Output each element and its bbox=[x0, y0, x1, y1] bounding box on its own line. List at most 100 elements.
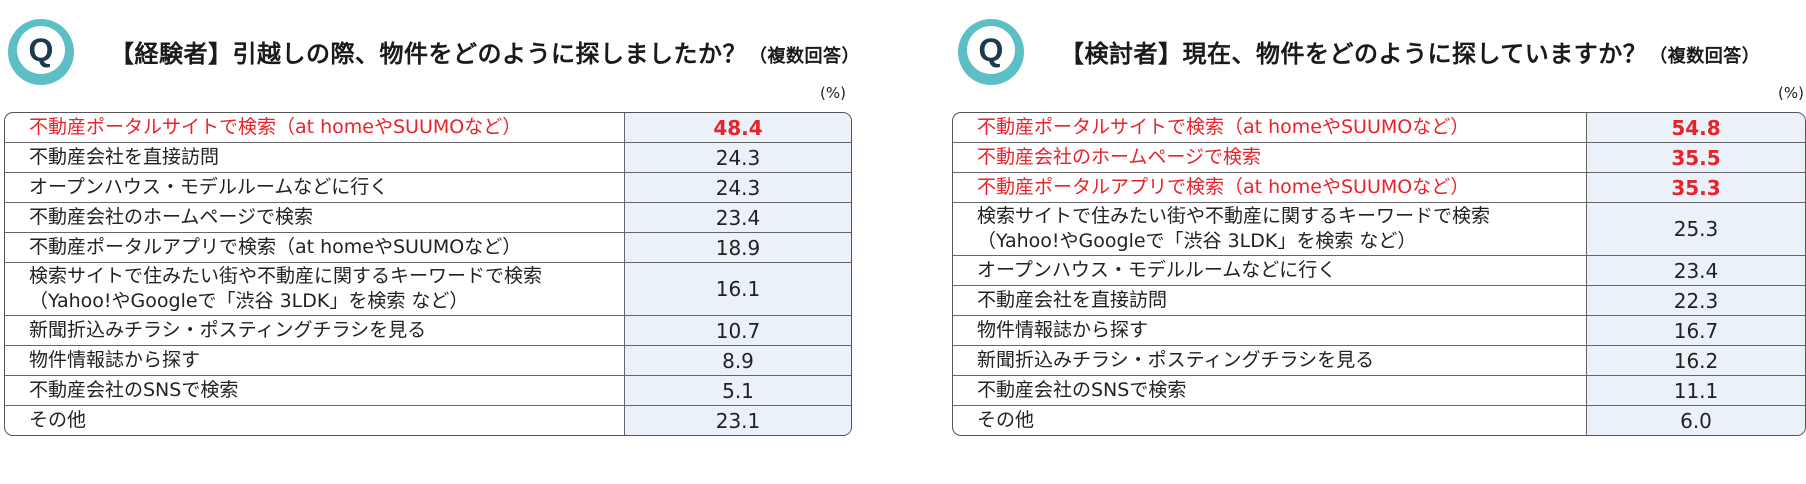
row-label: オープンハウス・モデルルームなどに行く bbox=[5, 173, 625, 202]
row-value: 24.3 bbox=[625, 173, 851, 202]
row-label-text: 不動産会社のSNSで検索 bbox=[977, 378, 1186, 403]
row-label-text: 不動産会社のホームページで検索 bbox=[29, 205, 313, 230]
row-value: 35.3 bbox=[1587, 173, 1805, 202]
row-label-line: オープンハウス・モデルルームなどに行く bbox=[29, 176, 389, 198]
chart-title-right: 【検討者】現在、物件をどのように探していますか？ （複数回答） bbox=[1060, 34, 1760, 69]
row-value: 8.9 bbox=[625, 346, 851, 375]
row-label-line: 検索サイトで住みたい街や不動産に関するキーワードで検索 bbox=[977, 205, 1491, 227]
row-label-line: 不動産ポータルアプリで検索（at homeやSUUMOなど） bbox=[977, 176, 1470, 198]
results-table-right: 不動産ポータルサイトで検索（at homeやSUUMOなど） 54.8 不動産会社の… bbox=[952, 112, 1806, 436]
row-label-text: 新聞折込みチラシ・ポスティングチラシを見る bbox=[29, 318, 426, 343]
row-value: 11.1 bbox=[1587, 376, 1805, 405]
table-row: 不動産会社のSNSで検索 5.1 bbox=[5, 375, 851, 405]
row-value: 35.5 bbox=[1587, 143, 1805, 172]
row-value: 5.1 bbox=[625, 376, 851, 405]
row-label-line: （Yahoo!やGoogleで「渋谷 3LDK」を検索 など） bbox=[29, 290, 469, 312]
row-label: 不動産会社のホームページで検索 bbox=[953, 143, 1587, 172]
row-label-text: 不動産会社を直接訪問 bbox=[29, 145, 219, 170]
q-badge-letter: Q bbox=[979, 32, 1004, 68]
chart-title-left-text: 【経験者】引越しの際、物件をどのように探しましたか？ bbox=[110, 40, 747, 68]
table-row: 不動産ポータルサイトで検索（at homeやSUUMOなど） 48.4 bbox=[5, 113, 851, 142]
row-value: 10.7 bbox=[625, 316, 851, 345]
row-label-line: 不動産ポータルアプリで検索（at homeやSUUMOなど） bbox=[29, 236, 522, 258]
row-label: その他 bbox=[5, 406, 625, 435]
row-label-line: その他 bbox=[29, 409, 87, 431]
table-row: オープンハウス・モデルルームなどに行く 23.4 bbox=[953, 255, 1805, 285]
table-row: 不動産ポータルサイトで検索（at homeやSUUMOなど） 54.8 bbox=[953, 113, 1805, 142]
row-label-text: 不動産ポータルサイトで検索（at homeやSUUMOなど） bbox=[977, 115, 1469, 140]
row-label-line: 不動産会社のSNSで検索 bbox=[29, 379, 239, 401]
row-value: 23.1 bbox=[625, 406, 851, 435]
row-label: 物件情報誌から探す bbox=[953, 316, 1587, 345]
row-label: 新聞折込みチラシ・ポスティングチラシを見る bbox=[953, 346, 1587, 375]
row-value: 18.9 bbox=[625, 233, 851, 262]
q-badge-icon: Q bbox=[8, 19, 74, 85]
results-table-left: 不動産ポータルサイトで検索（at homeやSUUMOなど） 48.4 不動産会社を… bbox=[4, 112, 852, 436]
row-label: 検索サイトで住みたい街や不動産に関するキーワードで検索 （Yahoo!やGoogl… bbox=[5, 263, 625, 315]
row-label-line: 不動産会社のSNSで検索 bbox=[977, 379, 1187, 401]
row-label: 不動産会社のSNSで検索 bbox=[953, 376, 1587, 405]
chart-subtitle-left: （複数回答） bbox=[749, 46, 860, 67]
chart-subtitle-right: （複数回答） bbox=[1649, 46, 1761, 67]
table-row: 検索サイトで住みたい街や不動産に関するキーワードで検索 （Yahoo!やGoogl… bbox=[5, 262, 851, 315]
row-label-line: 不動産会社を直接訪問 bbox=[977, 289, 1168, 311]
table-row: 不動産会社のホームページで検索 35.5 bbox=[953, 142, 1805, 172]
row-label: 検索サイトで住みたい街や不動産に関するキーワードで検索 （Yahoo!やGoogl… bbox=[953, 203, 1587, 255]
row-label-text: 不動産ポータルアプリで検索（at homeやSUUMOなど） bbox=[977, 175, 1469, 200]
row-label: 不動産ポータルサイトで検索（at homeやSUUMOなど） bbox=[5, 113, 625, 142]
row-label-line: 物件情報誌から探す bbox=[29, 349, 201, 371]
chart-title-right-text: 【検討者】現在、物件をどのように探していますか？ bbox=[1060, 40, 1648, 68]
row-label-text: 物件情報誌から探す bbox=[977, 318, 1148, 343]
unit-label-left: (%) bbox=[820, 84, 846, 102]
row-label: 不動産会社を直接訪問 bbox=[953, 286, 1587, 315]
table-row: 不動産会社のSNSで検索 11.1 bbox=[953, 375, 1805, 405]
row-label-text: オープンハウス・モデルルームなどに行く bbox=[977, 258, 1336, 283]
q-badge-icon: Q bbox=[958, 19, 1024, 85]
row-label: 不動産ポータルアプリで検索（at homeやSUUMOなど） bbox=[953, 173, 1587, 202]
table-row: 新聞折込みチラシ・ポスティングチラシを見る 10.7 bbox=[5, 315, 851, 345]
unit-label-right: (%) bbox=[1778, 84, 1804, 102]
row-label: 不動産ポータルアプリで検索（at homeやSUUMOなど） bbox=[5, 233, 625, 262]
table-row: 不動産ポータルアプリで検索（at homeやSUUMOなど） 35.3 bbox=[953, 172, 1805, 202]
table-row: 不動産会社を直接訪問 22.3 bbox=[953, 285, 1805, 315]
row-label-line: オープンハウス・モデルルームなどに行く bbox=[977, 259, 1337, 281]
row-label: 不動産会社のホームページで検索 bbox=[5, 203, 625, 232]
row-label-text: 不動産会社を直接訪問 bbox=[977, 288, 1167, 313]
row-value: 16.2 bbox=[1587, 346, 1805, 375]
row-label-text: その他 bbox=[29, 408, 86, 433]
row-label-text: 物件情報誌から探す bbox=[29, 348, 200, 373]
row-value: 54.8 bbox=[1587, 113, 1805, 142]
row-label: オープンハウス・モデルルームなどに行く bbox=[953, 256, 1587, 285]
row-label-line: 不動産ポータルサイトで検索（at homeやSUUMOなど） bbox=[977, 116, 1470, 138]
row-label-line: その他 bbox=[977, 409, 1035, 431]
row-label-line: 検索サイトで住みたい街や不動産に関するキーワードで検索 bbox=[29, 265, 543, 287]
row-label: 不動産会社のSNSで検索 bbox=[5, 376, 625, 405]
table-row: 不動産会社を直接訪問 24.3 bbox=[5, 142, 851, 172]
row-value: 16.1 bbox=[625, 263, 851, 315]
row-label-text: 新聞折込みチラシ・ポスティングチラシを見る bbox=[977, 348, 1374, 373]
row-label: 不動産会社を直接訪問 bbox=[5, 143, 625, 172]
row-value: 23.4 bbox=[625, 203, 851, 232]
row-value: 22.3 bbox=[1587, 286, 1805, 315]
table-row: 不動産会社のホームページで検索 23.4 bbox=[5, 202, 851, 232]
row-value: 25.3 bbox=[1587, 203, 1805, 255]
chart-title-left: 【経験者】引越しの際、物件をどのように探しましたか？ （複数回答） bbox=[110, 34, 860, 69]
row-value: 16.7 bbox=[1587, 316, 1805, 345]
row-label: 新聞折込みチラシ・ポスティングチラシを見る bbox=[5, 316, 625, 345]
row-label: 不動産ポータルサイトで検索（at homeやSUUMOなど） bbox=[953, 113, 1587, 142]
row-value: 24.3 bbox=[625, 143, 851, 172]
table-row: その他 6.0 bbox=[953, 405, 1805, 435]
row-value: 6.0 bbox=[1587, 406, 1805, 435]
table-row: 新聞折込みチラシ・ポスティングチラシを見る 16.2 bbox=[953, 345, 1805, 375]
row-label-text: オープンハウス・モデルルームなどに行く bbox=[29, 175, 388, 200]
row-value: 48.4 bbox=[625, 113, 851, 142]
row-label-text: 検索サイトで住みたい街や不動産に関するキーワードで検索 （Yahoo!やGoogl… bbox=[977, 204, 1490, 254]
row-label-text: 不動産ポータルサイトで検索（at homeやSUUMOなど） bbox=[29, 115, 521, 140]
row-label-text: 不動産ポータルアプリで検索（at homeやSUUMOなど） bbox=[29, 235, 521, 260]
row-label-text: その他 bbox=[977, 408, 1034, 433]
table-row: 物件情報誌から探す 8.9 bbox=[5, 345, 851, 375]
q-badge-letter: Q bbox=[29, 32, 54, 68]
row-label-line: 不動産ポータルサイトで検索（at homeやSUUMOなど） bbox=[29, 116, 522, 138]
table-row: 検索サイトで住みたい街や不動産に関するキーワードで検索 （Yahoo!やGoogl… bbox=[953, 202, 1805, 255]
row-label-line: （Yahoo!やGoogleで「渋谷 3LDK」を検索 など） bbox=[977, 230, 1417, 252]
